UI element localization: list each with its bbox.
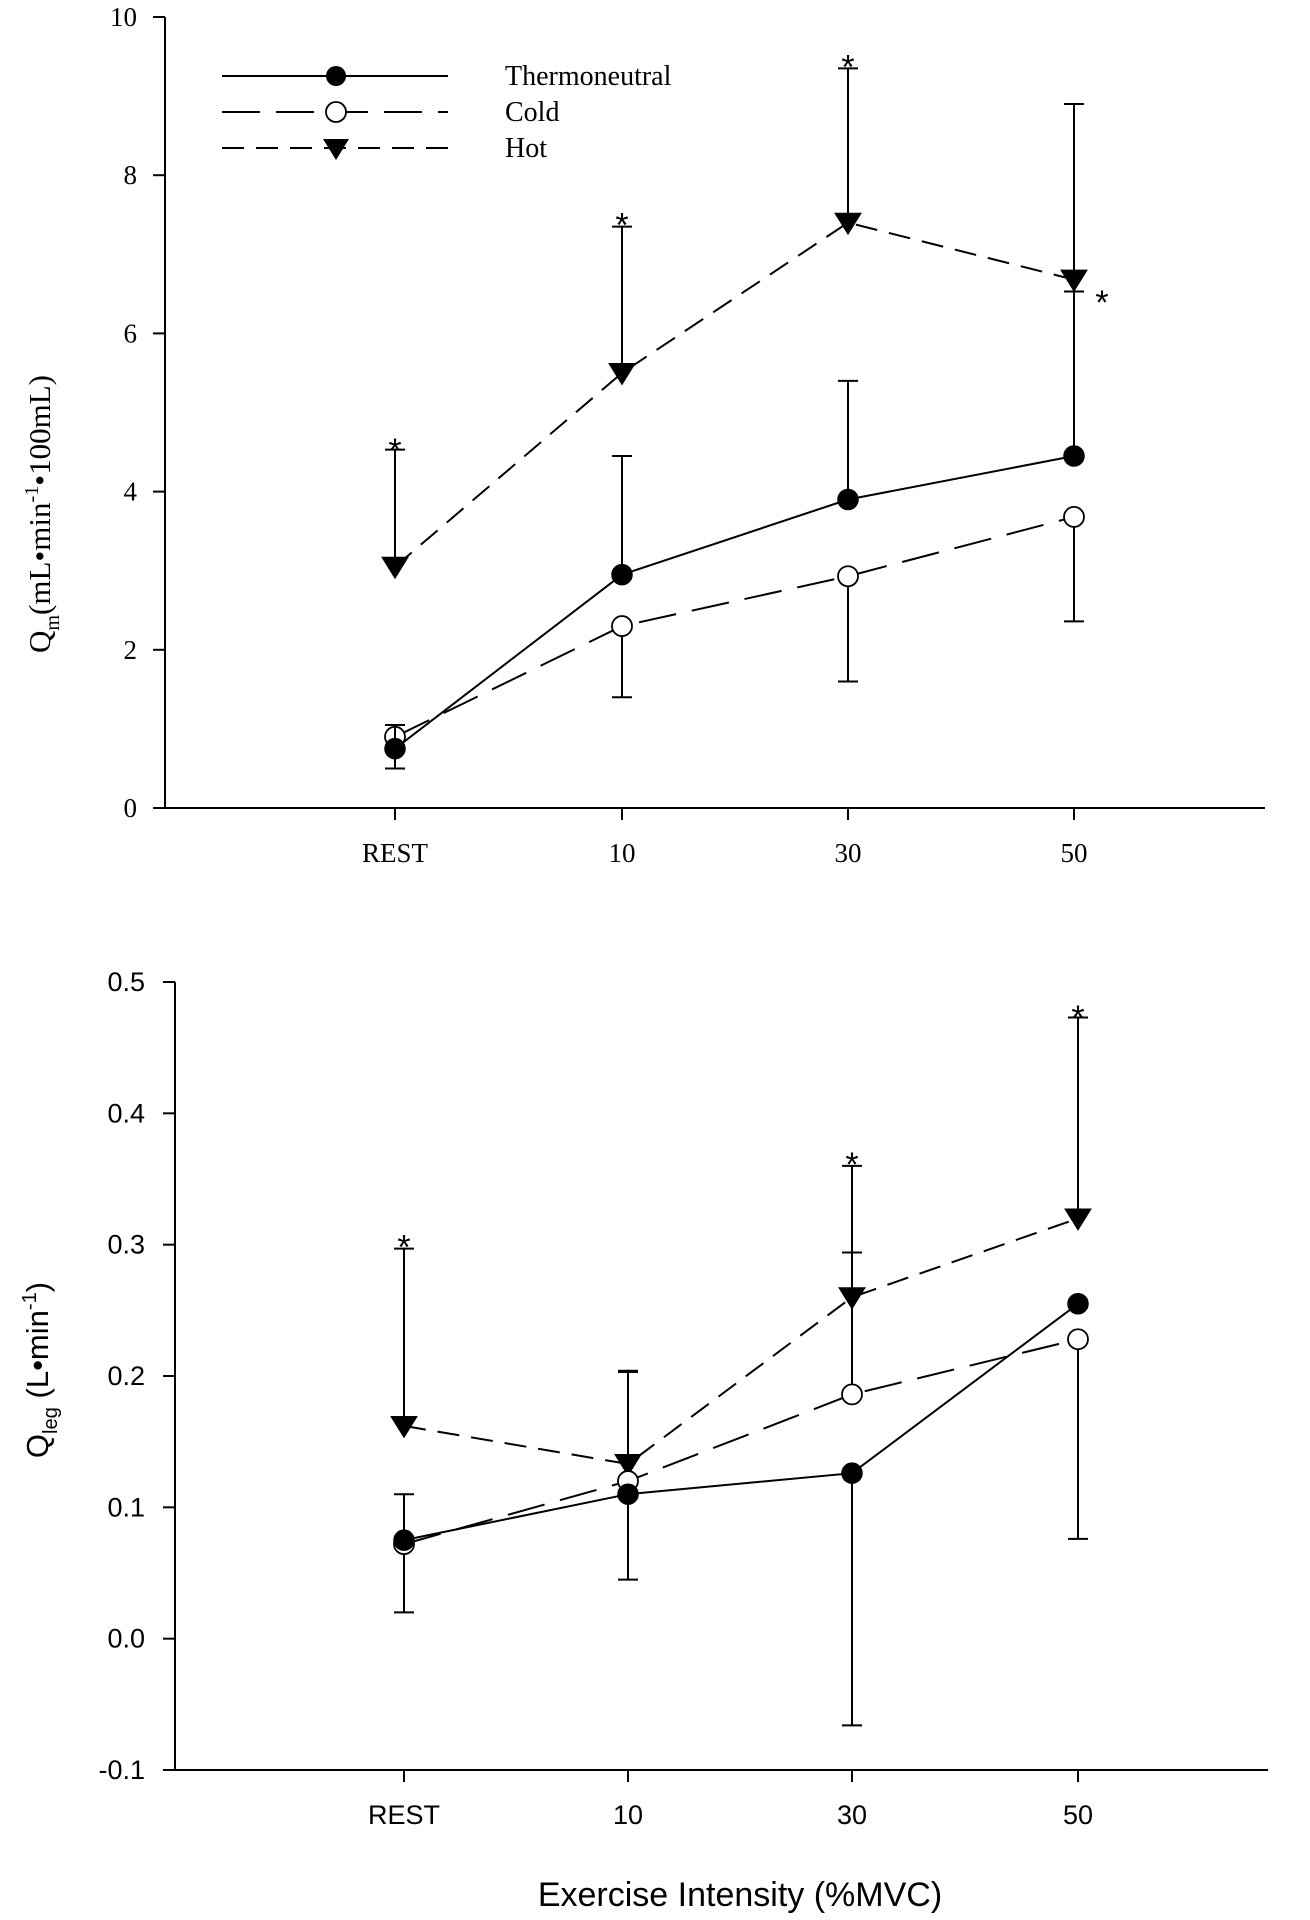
data-point [611,563,633,586]
legend-marker [325,101,347,123]
y-tick-label: 0.1 [107,1492,145,1522]
data-point [384,737,406,760]
y-axis-label: Qm(mL•min-1•100mL) [21,375,64,653]
series-thermoneutral [393,1293,1089,1727]
y-tick-label: 0 [124,793,138,823]
x-tick-label: 10 [613,1800,643,1830]
series-cold [393,1251,1089,1614]
x-axis-label: Exercise Intensity (%MVC) [538,1876,942,1914]
y-tick-label: 0.0 [107,1624,145,1654]
series-line [403,1302,1079,1542]
data-point [393,1529,415,1551]
series-line [403,1217,1079,1466]
legend-label: Hot [505,133,547,164]
data-point [381,556,409,580]
x-tick-label: REST [368,1800,440,1830]
y-tick-label: -0.1 [98,1755,145,1785]
y-tick-label: 6 [124,318,138,348]
y-tick-label: 4 [124,477,138,507]
legend-marker [323,139,349,160]
significance-marker: * [388,432,401,470]
significance-marker: * [397,1229,410,1267]
data-point [608,363,636,386]
series-cold [384,506,1085,748]
data-point [611,615,633,637]
x-tick-label: 50 [1061,838,1088,868]
series-hot [390,1016,1092,1477]
data-point [841,1383,863,1406]
y-tick-label: 10 [110,2,137,32]
x-tick-label: 30 [837,1800,867,1830]
y-tick-label: 0.2 [107,1361,145,1391]
y-axis-label: Qleg (L•min-1) [19,1282,62,1458]
y-tick-label: 8 [124,160,138,190]
chart-top-muscle-blood-flow: 0 2 4 6 8 10 REST 10 30 50 Qm(mL•min-1•100mL) * * * * T… [21,2,1265,868]
data-point [617,1483,639,1505]
series-line [403,1338,1079,1546]
significance-marker: * [841,48,854,86]
significance-marker: * [845,1146,858,1184]
data-point [837,488,859,511]
y-tick-label: 0.3 [107,1230,145,1260]
data-point [1067,1293,1089,1315]
legend-label: Thermoneutral [505,61,672,92]
data-point [834,212,862,236]
significance-marker: * [1071,999,1084,1037]
data-point [390,1415,418,1439]
x-tick-label: 50 [1063,1800,1093,1830]
y-tick-label: 0.5 [107,967,145,997]
series-thermoneutral [384,103,1085,770]
y-tick-label: 2 [124,635,138,665]
x-tick-label: 10 [609,838,636,868]
series-line [394,515,1075,738]
chart-bottom-leg-blood-flow: -0.1 0.0 0.1 0.2 0.3 0.4 0.5 REST 10 30 50 Qleg (L•… [19,967,1268,1830]
series-hot [381,67,1088,580]
data-point [1067,1328,1089,1351]
y-tick-label: 0.4 [107,1098,145,1128]
legend-marker [326,66,346,86]
significance-marker: * [1095,284,1108,322]
data-point [837,565,859,588]
legend-label: Cold [505,97,559,128]
x-tick-label: REST [362,838,429,868]
data-point [841,1462,863,1484]
series-line [394,221,1075,568]
legend: Thermoneutral Cold Hot [222,61,672,164]
x-tick-label: 30 [835,838,862,868]
series-line [394,455,1075,750]
data-point [1064,1208,1092,1231]
data-point [1063,506,1085,528]
significance-marker: * [615,207,628,245]
data-point [1063,445,1085,467]
